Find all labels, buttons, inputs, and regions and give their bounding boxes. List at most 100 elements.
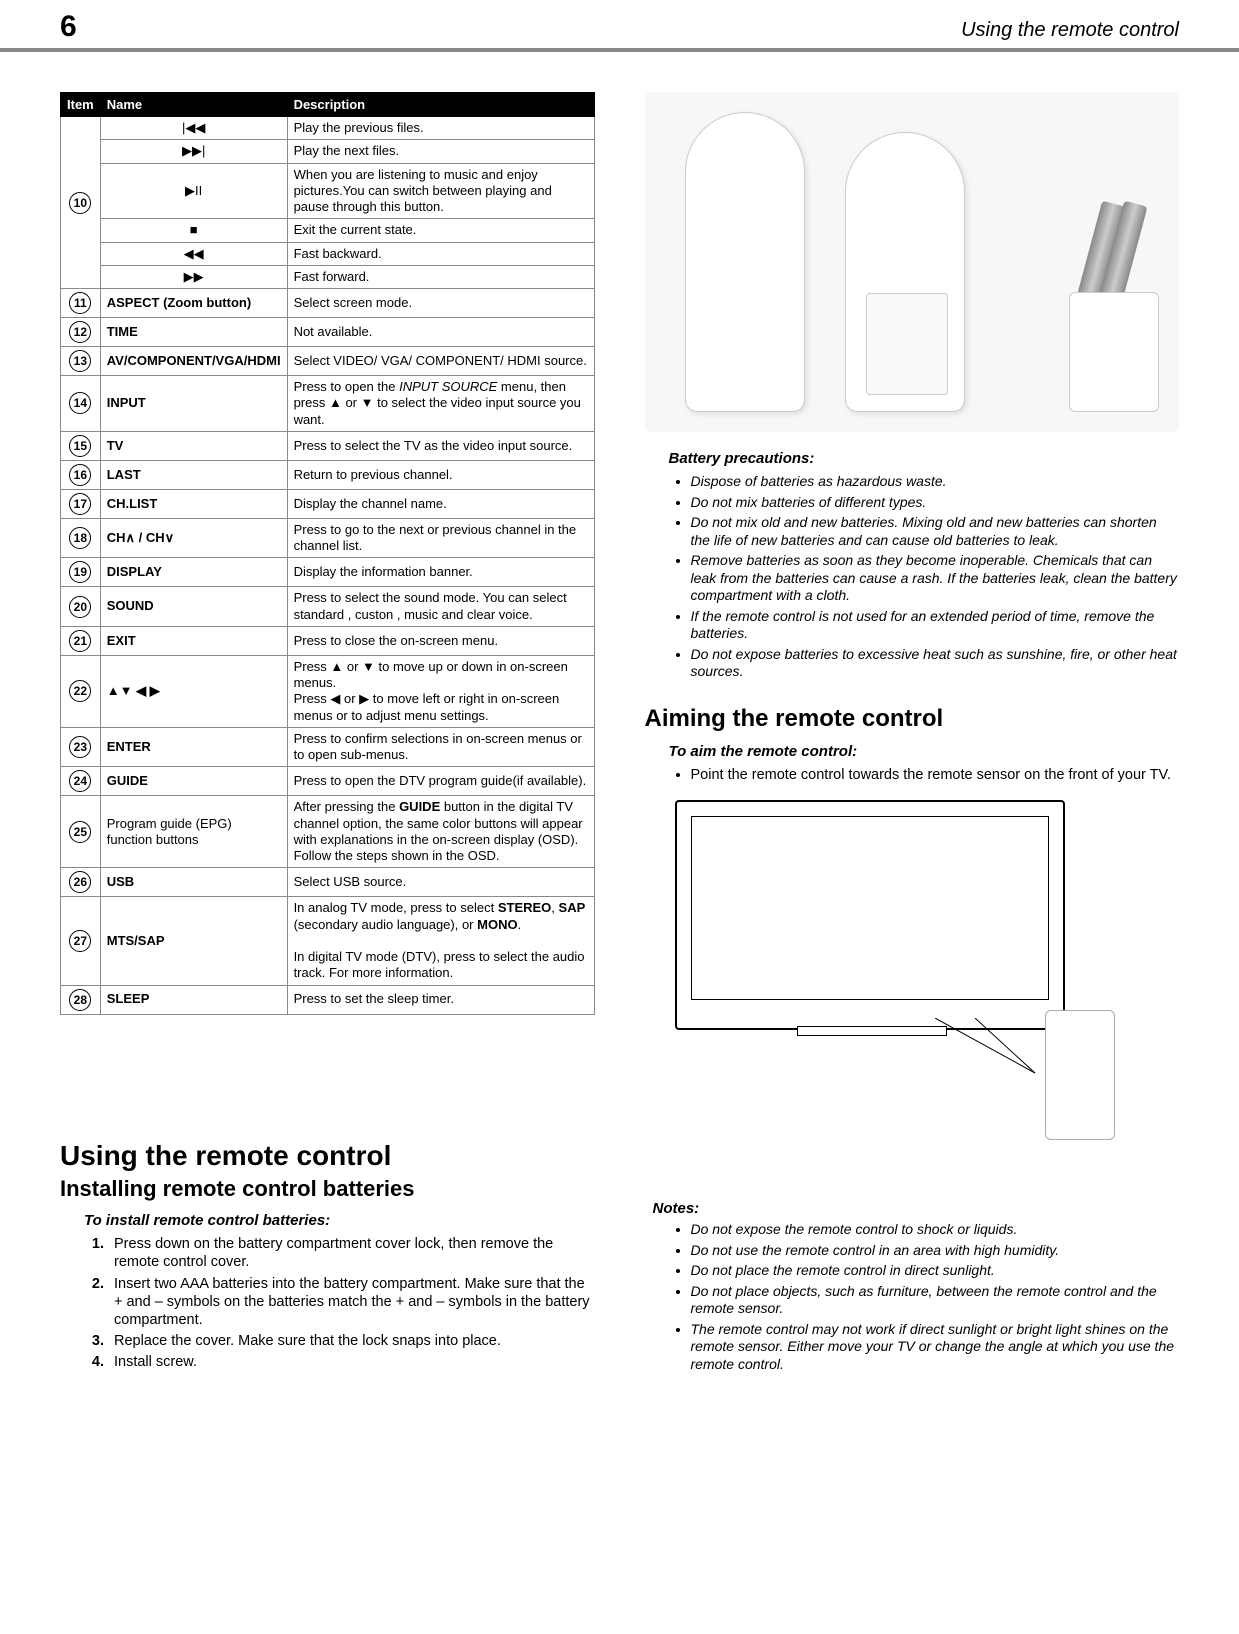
button-name: TV [100, 431, 287, 460]
page-header: 6 Using the remote control [0, 0, 1239, 52]
aiming-bullet-list: Point the remote control towards the rem… [691, 766, 1180, 785]
button-description: Press to open the INPUT SOURCE menu, the… [287, 376, 594, 432]
battery-precaution-item: Do not mix old and new batteries. Mixing… [691, 514, 1180, 549]
battery-precaution-item: Do not mix batteries of different types. [691, 494, 1180, 512]
item-number: 16 [61, 460, 101, 489]
install-steps-head: To install remote control batteries: [84, 1212, 595, 1229]
note-item: Do not expose the remote control to shoc… [691, 1221, 1180, 1239]
th-item: Item [61, 93, 101, 117]
item-number: 21 [61, 626, 101, 655]
item-number: 23 [61, 727, 101, 767]
remote-battery-illustration [645, 92, 1180, 432]
button-symbol: ▶▶| [100, 140, 287, 163]
item-number: 15 [61, 431, 101, 460]
button-name: SLEEP [100, 985, 287, 1014]
battery-precautions-list: Dispose of batteries as hazardous waste.… [691, 473, 1180, 681]
button-description: Press to set the sleep timer. [287, 985, 594, 1014]
button-description: Press to go to the next or previous chan… [287, 518, 594, 558]
button-name: TIME [100, 318, 287, 347]
item-number: 28 [61, 985, 101, 1014]
button-description: Play the next files. [287, 140, 594, 163]
button-description: Display the channel name. [287, 489, 594, 518]
install-step: Press down on the battery compartment co… [108, 1235, 595, 1271]
button-description: Select screen mode. [287, 289, 594, 318]
notes-list: Do not expose the remote control to shoc… [691, 1221, 1180, 1373]
installing-subheading: Installing remote control batteries [60, 1176, 595, 1202]
remote-functions-table: Item Name Description 10|◀◀Play the prev… [60, 92, 595, 1015]
item-number: 20 [61, 587, 101, 627]
button-description: In analog TV mode, press to select STERE… [287, 897, 594, 985]
button-description: Fast forward. [287, 265, 594, 288]
install-step: Install screw. [108, 1353, 595, 1371]
button-name: DISPLAY [100, 558, 287, 587]
button-name: CH.LIST [100, 489, 287, 518]
item-number: 26 [61, 868, 101, 897]
button-name: ENTER [100, 727, 287, 767]
button-description: Press to close the on-screen menu. [287, 626, 594, 655]
button-description: When you are listening to music and enjo… [287, 163, 594, 219]
button-description: After pressing the GUIDE button in the d… [287, 796, 594, 868]
button-symbol: ■ [100, 219, 287, 242]
aiming-subhead: To aim the remote control: [669, 743, 1180, 760]
battery-precautions-heading: Battery precautions: [669, 450, 1180, 467]
button-description: Select USB source. [287, 868, 594, 897]
item-number: 24 [61, 767, 101, 796]
button-description: Exit the current state. [287, 219, 594, 242]
button-name: ASPECT (Zoom button) [100, 289, 287, 318]
button-symbol: ◀◀ [100, 242, 287, 265]
item-number: 19 [61, 558, 101, 587]
button-name: MTS/SAP [100, 897, 287, 985]
button-name: SOUND [100, 587, 287, 627]
button-description: Press to select the sound mode. You can … [287, 587, 594, 627]
item-number: 13 [61, 347, 101, 376]
button-description: Return to previous channel. [287, 460, 594, 489]
using-heading: Using the remote control [60, 1140, 595, 1172]
tv-aiming-diagram [675, 800, 1095, 1080]
button-description: Play the previous files. [287, 117, 594, 140]
item-number: 14 [61, 376, 101, 432]
note-item: The remote control may not work if direc… [691, 1321, 1180, 1374]
button-description: Select VIDEO/ VGA/ COMPONENT/ HDMI sourc… [287, 347, 594, 376]
button-description: Display the information banner. [287, 558, 594, 587]
item-number: 17 [61, 489, 101, 518]
button-description: Press to confirm selections in on-screen… [287, 727, 594, 767]
button-name: USB [100, 868, 287, 897]
notes-heading: Notes: [653, 1200, 1180, 1217]
button-symbol: ▶▶ [100, 265, 287, 288]
page-number: 6 [60, 10, 77, 44]
item-number: 18 [61, 518, 101, 558]
battery-precaution-item: Do not expose batteries to excessive hea… [691, 646, 1180, 681]
button-description: Press to select the TV as the video inpu… [287, 431, 594, 460]
aiming-bullet: Point the remote control towards the rem… [691, 766, 1180, 785]
button-description: Not available. [287, 318, 594, 347]
button-name: Program guide (EPG) function buttons [100, 796, 287, 868]
button-name: AV/COMPONENT/VGA/HDMI [100, 347, 287, 376]
note-item: Do not place objects, such as furniture,… [691, 1283, 1180, 1318]
install-step: Insert two AAA batteries into the batter… [108, 1275, 595, 1329]
item-number: 25 [61, 796, 101, 868]
button-symbol: ▶II [100, 163, 287, 219]
button-name: LAST [100, 460, 287, 489]
item-number: 10 [61, 117, 101, 289]
item-number: 27 [61, 897, 101, 985]
th-name: Name [100, 93, 287, 117]
battery-precaution-item: Dispose of batteries as hazardous waste. [691, 473, 1180, 491]
button-name: EXIT [100, 626, 287, 655]
button-name: ▲▼ ◀ ▶ [100, 655, 287, 727]
page-header-title: Using the remote control [961, 19, 1179, 42]
button-name: CH∧ / CH∨ [100, 518, 287, 558]
install-steps-list: Press down on the battery compartment co… [108, 1235, 595, 1371]
install-step: Replace the cover. Make sure that the lo… [108, 1332, 595, 1350]
button-description: Fast backward. [287, 242, 594, 265]
button-name: INPUT [100, 376, 287, 432]
button-description: Press to open the DTV program guide(if a… [287, 767, 594, 796]
item-number: 22 [61, 655, 101, 727]
button-symbol: |◀◀ [100, 117, 287, 140]
battery-precaution-item: Remove batteries as soon as they become … [691, 552, 1180, 605]
note-item: Do not use the remote control in an area… [691, 1242, 1180, 1260]
battery-precaution-item: If the remote control is not used for an… [691, 608, 1180, 643]
th-desc: Description [287, 93, 594, 117]
note-item: Do not place the remote control in direc… [691, 1262, 1180, 1280]
item-number: 11 [61, 289, 101, 318]
button-description: Press ▲ or ▼ to move up or down in on-sc… [287, 655, 594, 727]
